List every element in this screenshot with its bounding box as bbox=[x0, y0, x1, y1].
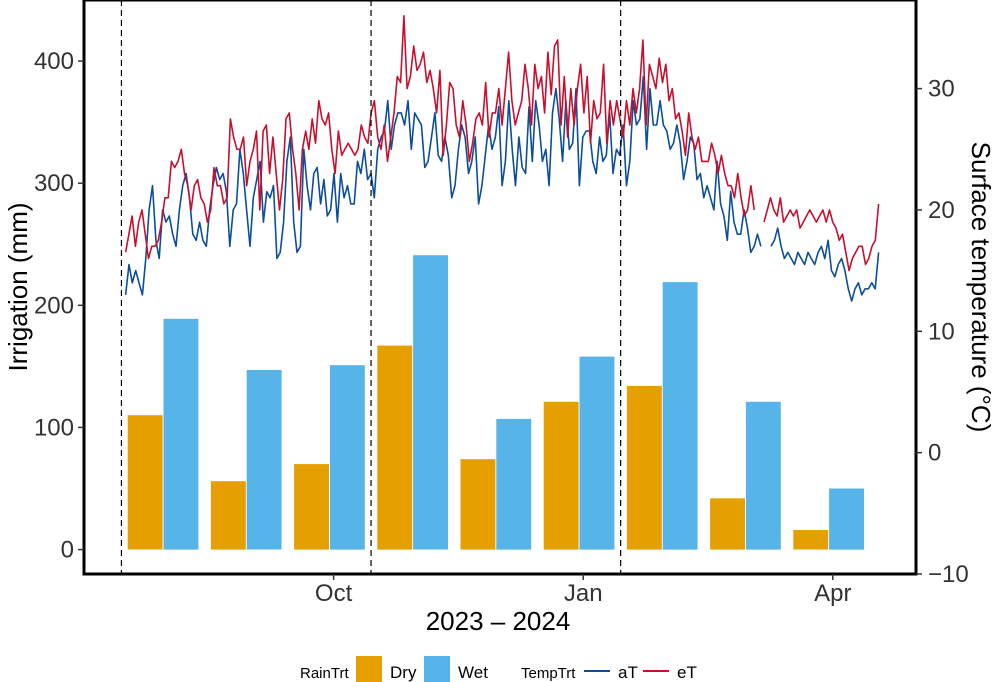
bar-wet-oct bbox=[329, 365, 365, 550]
bar-dry-feb bbox=[626, 385, 662, 550]
left-tick-label: 200 bbox=[34, 292, 74, 319]
line-et bbox=[124, 15, 880, 272]
legend-label-wet: Wet bbox=[458, 663, 488, 682]
x-axis: Oct Jan Apr bbox=[315, 574, 851, 607]
x-tick-label: Apr bbox=[814, 580, 851, 607]
right-axis-title: Surface temperature (°C) bbox=[966, 142, 992, 433]
bar-dry-dec bbox=[460, 459, 496, 550]
bar-wet-feb bbox=[662, 282, 698, 550]
left-tick-label: 0 bbox=[61, 537, 74, 564]
left-tick-label: 100 bbox=[34, 414, 74, 441]
bar-wet-dec bbox=[496, 418, 532, 550]
bar-dry-sep bbox=[210, 481, 246, 550]
legend-label-at: aT bbox=[618, 663, 638, 682]
legend-swatch-wet bbox=[424, 656, 450, 682]
bar-dry-apr bbox=[793, 530, 829, 550]
legend-title-temptrt: TempTrt bbox=[521, 665, 576, 682]
bar-wet-sep bbox=[246, 370, 282, 550]
left-axis-title: Irrigation (mm) bbox=[3, 202, 33, 371]
x-tick-label: Oct bbox=[315, 580, 353, 607]
bar-wet-apr bbox=[829, 488, 864, 550]
line-at bbox=[124, 75, 880, 302]
bar-dry-mar bbox=[710, 498, 745, 550]
legend-label-dry: Dry bbox=[390, 663, 417, 682]
right-y-axis: −10 0 10 20 30 bbox=[916, 76, 969, 588]
bar-wet-jan bbox=[579, 356, 615, 550]
right-tick-label: 0 bbox=[928, 440, 941, 467]
right-tick-label: 20 bbox=[928, 197, 955, 224]
left-tick-label: 400 bbox=[34, 48, 74, 75]
right-tick-label: −10 bbox=[928, 561, 969, 588]
bars-layer bbox=[127, 255, 864, 550]
bar-dry-jan bbox=[543, 401, 579, 550]
bar-dry-aug bbox=[127, 415, 163, 550]
left-y-axis: 0 100 200 300 400 bbox=[34, 48, 84, 564]
temperature-lines-layer bbox=[124, 15, 880, 302]
x-tick-label: Jan bbox=[564, 580, 603, 607]
bar-wet-aug bbox=[163, 318, 199, 550]
bar-dry-oct bbox=[294, 464, 329, 550]
right-tick-label: 30 bbox=[928, 76, 955, 103]
x-axis-title: 2023 – 2024 bbox=[426, 606, 571, 636]
legend-swatch-dry bbox=[356, 656, 382, 682]
legend: RainTrt Dry Wet TempTrt aT eT bbox=[300, 656, 697, 682]
left-tick-label: 300 bbox=[34, 170, 74, 197]
plot-panel-border bbox=[82, 0, 918, 576]
right-tick-label: 10 bbox=[928, 318, 955, 345]
bar-wet-nov bbox=[413, 255, 448, 550]
bar-dry-nov bbox=[377, 345, 413, 550]
bar-wet-mar bbox=[745, 401, 781, 550]
legend-title-raintrt: RainTrt bbox=[300, 665, 349, 682]
period-boundaries bbox=[120, 0, 622, 574]
legend-label-et: eT bbox=[677, 663, 697, 682]
